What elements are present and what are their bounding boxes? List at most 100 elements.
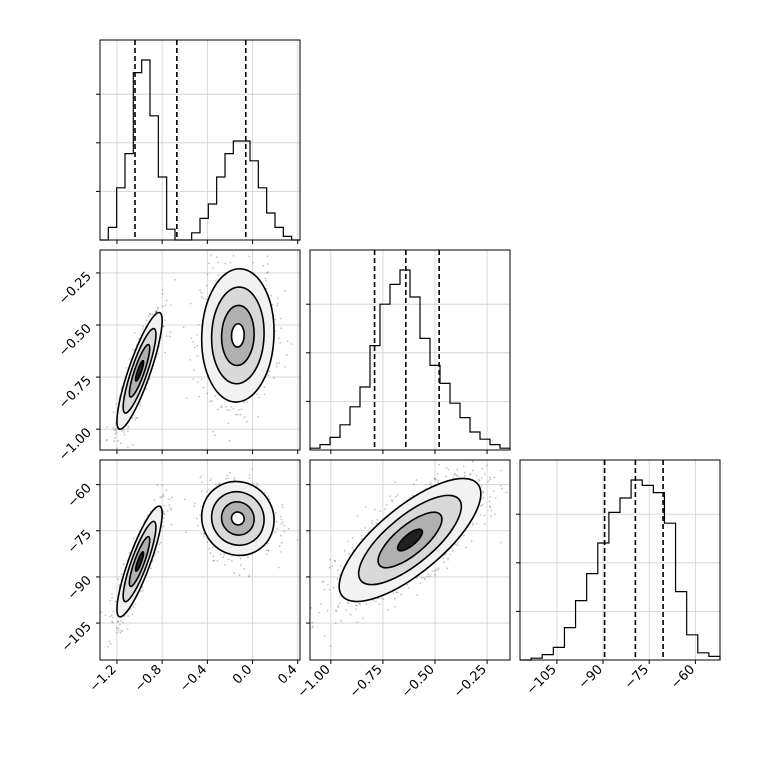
sample-point — [115, 403, 118, 405]
sample-point — [278, 545, 281, 547]
sample-point — [113, 465, 115, 467]
sample-point — [155, 310, 158, 312]
sample-point — [219, 553, 222, 555]
scatter-frame-2-1 — [309, 459, 511, 661]
sample-point — [112, 616, 114, 619]
sample-point — [420, 576, 423, 579]
sample-point — [489, 476, 491, 479]
sample-point — [141, 589, 144, 592]
sample-point — [286, 340, 289, 343]
sample-point — [447, 558, 449, 561]
sample-point — [158, 543, 161, 546]
sample-point — [436, 473, 439, 475]
sample-point — [337, 606, 340, 609]
sample-point — [336, 578, 339, 580]
sample-point — [290, 343, 293, 345]
sample-point — [115, 429, 118, 432]
sample-point — [224, 477, 227, 480]
sample-point — [230, 405, 233, 408]
sample-point — [267, 374, 270, 376]
scatter-body-2-1 — [310, 455, 508, 648]
sample-point — [271, 304, 274, 306]
sample-point — [355, 604, 357, 607]
sample-point — [320, 603, 322, 606]
sample-point — [202, 532, 205, 535]
sample-point — [232, 254, 235, 257]
sample-point — [185, 397, 188, 400]
sample-point — [202, 386, 205, 389]
sample-point — [212, 430, 215, 433]
sample-point — [205, 298, 208, 301]
sample-point — [332, 586, 335, 589]
sample-point — [230, 559, 233, 562]
sample-point — [155, 309, 158, 312]
sample-point — [213, 434, 216, 437]
y-tick-label: −105 — [59, 619, 95, 655]
sample-point — [392, 592, 395, 595]
sample-point — [206, 541, 209, 544]
sample-point — [279, 534, 282, 537]
sample-point — [220, 406, 223, 409]
sample-point — [328, 588, 331, 591]
sample-point — [412, 483, 415, 486]
sample-point — [140, 590, 142, 593]
sample-point — [243, 567, 246, 570]
sample-point — [382, 598, 385, 600]
sample-point — [445, 475, 448, 478]
sample-point — [434, 573, 436, 576]
sample-point — [447, 468, 450, 471]
sample-point — [136, 417, 139, 419]
sample-point — [100, 611, 103, 614]
sample-point — [267, 263, 269, 265]
sample-point — [396, 493, 399, 496]
sample-point — [488, 500, 491, 503]
sample-point — [113, 429, 116, 431]
sample-point — [263, 386, 266, 389]
sample-point — [360, 534, 363, 537]
sample-point — [281, 503, 284, 506]
sample-point — [127, 427, 129, 429]
sample-point — [111, 620, 114, 623]
sample-point — [162, 512, 165, 515]
histogram-step-0 — [100, 59, 300, 241]
sample-point — [265, 280, 267, 282]
sample-point — [478, 455, 480, 457]
sample-point — [120, 629, 122, 632]
x-tick-label: −1.2 — [87, 662, 120, 695]
sample-point — [183, 498, 186, 501]
sample-point — [112, 426, 115, 429]
sample-point — [380, 597, 383, 600]
sample-point — [162, 305, 165, 308]
sample-point — [486, 464, 488, 467]
sample-point — [134, 418, 137, 421]
sample-point — [119, 623, 121, 626]
sample-point — [343, 549, 346, 552]
sample-point — [323, 588, 326, 591]
sample-point — [133, 332, 136, 334]
sample-point — [200, 489, 203, 492]
sample-point — [273, 318, 276, 321]
sample-point — [356, 621, 359, 624]
sample-point — [232, 407, 235, 410]
sample-point — [447, 557, 449, 559]
sample-point — [505, 491, 508, 494]
sample-point — [469, 473, 472, 476]
sample-point — [279, 317, 282, 320]
sample-point — [131, 348, 134, 351]
x-tick-label: −60 — [668, 662, 698, 692]
sample-point — [165, 335, 168, 338]
sample-point — [248, 255, 251, 258]
sample-point — [162, 493, 165, 496]
sample-point — [453, 473, 456, 476]
sample-point — [333, 559, 336, 562]
scatter-panel-2-0 — [100, 460, 300, 660]
sample-point — [365, 506, 367, 508]
sample-point — [142, 325, 145, 328]
sample-point — [256, 393, 259, 396]
sample-point — [454, 473, 456, 475]
sample-point — [116, 620, 119, 623]
sample-point — [216, 560, 219, 562]
sample-point — [434, 477, 436, 480]
sample-point — [135, 416, 137, 419]
sample-point — [256, 482, 259, 485]
